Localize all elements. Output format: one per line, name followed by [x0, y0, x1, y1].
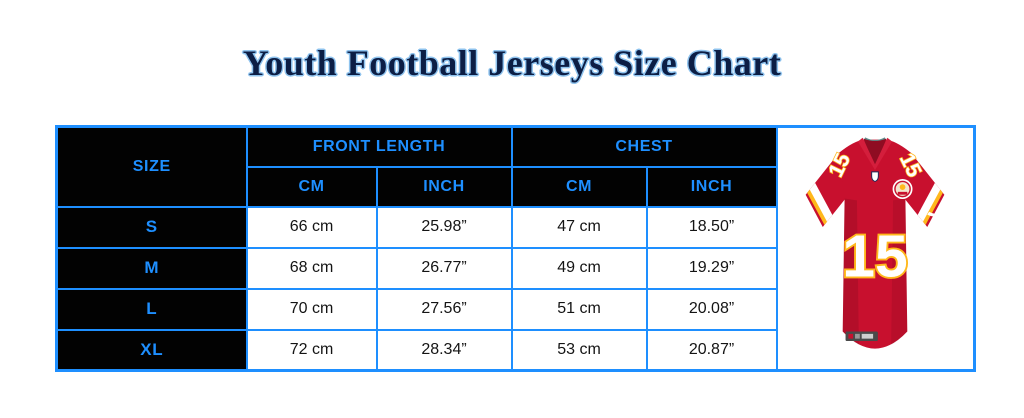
- header-front-length: FRONT LENGTH: [245, 125, 513, 168]
- front-length-inch-value: 25.98”: [375, 205, 513, 249]
- jock-tag: [845, 331, 879, 341]
- subheader-chest-cm: CM: [510, 165, 648, 208]
- chest-cm-value: 49 cm: [510, 246, 648, 290]
- page-title: Youth Football Jerseys Size Chart: [242, 43, 782, 83]
- chest-inch-value: 19.29”: [645, 246, 778, 290]
- jersey-graphic: 15 15 15: [805, 137, 948, 349]
- nfl-shield-icon: [871, 171, 880, 182]
- front-length-cm-value: 70 cm: [245, 287, 378, 331]
- subheader-chest-inch: INCH: [645, 165, 778, 208]
- header-size: SIZE: [55, 125, 248, 208]
- neck-opening: [863, 138, 887, 169]
- size-label: M: [55, 246, 248, 290]
- header-chest: CHEST: [510, 125, 778, 168]
- team-patch-icon: [892, 179, 913, 199]
- front-length-cm-value: 68 cm: [245, 246, 378, 290]
- collar-band-right: [875, 137, 893, 170]
- front-length-inch-value: 27.56”: [375, 287, 513, 331]
- jersey-shade-right: [891, 198, 908, 345]
- table-row-xl: XL 72 cm 28.34” 53 cm 20.87”: [55, 328, 975, 372]
- chest-cm-value: 53 cm: [510, 328, 648, 372]
- jersey-shade-left: [842, 198, 860, 345]
- jersey-image-cell: 15 15 15: [775, 125, 976, 372]
- chest-inch-value: 20.08”: [645, 287, 778, 331]
- front-length-inch-value: 26.77”: [375, 246, 513, 290]
- chest-cm-value: 51 cm: [510, 287, 648, 331]
- front-length-cm-value: 66 cm: [245, 205, 378, 249]
- chest-cm-value: 47 cm: [510, 205, 648, 249]
- subheader-front-cm: CM: [245, 165, 378, 208]
- jersey-image: 15 15 15: [784, 132, 966, 360]
- table-row-s: S 66 cm 25.98” 47 cm 18.50”: [55, 205, 975, 249]
- front-length-cm-value: 72 cm: [245, 328, 378, 372]
- chest-inch-value: 18.50”: [645, 205, 778, 249]
- front-length-inch-value: 28.34”: [375, 328, 513, 372]
- collar-band-left: [858, 137, 876, 170]
- size-label: S: [55, 205, 248, 249]
- chest-inch-value: 20.87”: [645, 328, 778, 372]
- size-chart-table: SIZE FRONT LENGTH CHEST: [55, 125, 977, 372]
- chest-number: 15: [843, 224, 909, 289]
- swoosh-icon: [927, 208, 948, 217]
- subheader-front-inch: INCH: [375, 165, 513, 208]
- table-row-l: L 70 cm 27.56” 51 cm 20.08”: [55, 287, 975, 331]
- table-row-m: M 68 cm 26.77” 49 cm 19.29”: [55, 246, 975, 290]
- size-label: L: [55, 287, 248, 331]
- size-label: XL: [55, 328, 248, 372]
